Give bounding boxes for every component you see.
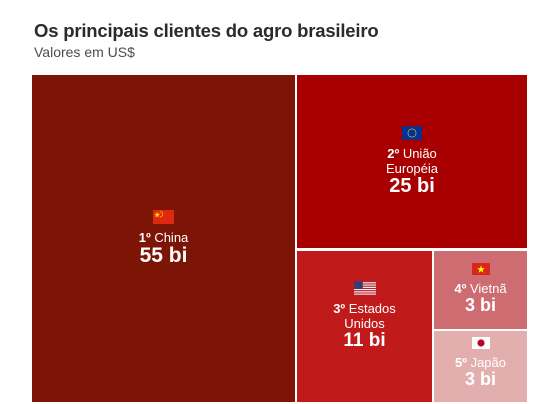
tile-label-group: 1º China 55 bi [32, 208, 295, 267]
tile-name: Estados [345, 301, 396, 316]
tile-rank-name: 1º China [139, 230, 189, 245]
tile-value: 55 bi [139, 244, 188, 267]
china-flag-icon [153, 210, 174, 224]
tile-rank-name: 2º União [387, 146, 437, 161]
japan-flag-icon [471, 337, 490, 349]
tile-rank: 4º [454, 281, 467, 296]
chart-title: Os principais clientes do agro brasileir… [34, 20, 379, 41]
tile-value: 25 bi [389, 175, 435, 197]
treemap-tile: 5º Japão 3 bi [434, 331, 527, 402]
tile-rank-name: 3º Estados [333, 301, 396, 316]
usa-flag-icon [353, 281, 376, 296]
tile-rank-name: 4º Vietnã [454, 281, 506, 296]
tile-name: Japão [466, 355, 507, 370]
treemap-tile: 3º Estados Unidos 11 bi [297, 251, 432, 402]
tile-rank-name: 5º Japão [455, 355, 506, 370]
tile-rank: 3º [333, 301, 346, 316]
eu-flag-icon [402, 126, 422, 140]
tile-value: 3 bi [464, 369, 496, 389]
treemap-tile: 1º China 55 bi [32, 75, 295, 402]
treemap-tile: 2º União Européia 25 bi [297, 75, 527, 248]
tile-label-group: 4º Vietnã 3 bi [434, 261, 527, 315]
tile-value: 11 bi [343, 330, 386, 351]
tile-name: Vietnã [466, 281, 507, 296]
tile-name: China [150, 230, 189, 245]
chart-subtitle: Valores em US$ [34, 44, 135, 60]
tile-rank: 1º [138, 230, 151, 245]
tile-label-group: 2º União Européia 25 bi [297, 124, 527, 197]
vietnam-flag-icon [471, 263, 490, 275]
treemap-tile: 4º Vietnã 3 bi [434, 251, 527, 329]
tile-label-group: 5º Japão 3 bi [434, 335, 527, 389]
tile-name: União [399, 146, 437, 161]
tile-label-group: 3º Estados Unidos 11 bi [297, 280, 432, 351]
tile-value: 3 bi [464, 295, 496, 315]
tile-name-continued: Européia [385, 161, 439, 176]
tile-rank: 2º [387, 146, 400, 161]
tile-rank: 5º [454, 355, 467, 370]
tile-name-continued: Unidos [344, 316, 385, 331]
